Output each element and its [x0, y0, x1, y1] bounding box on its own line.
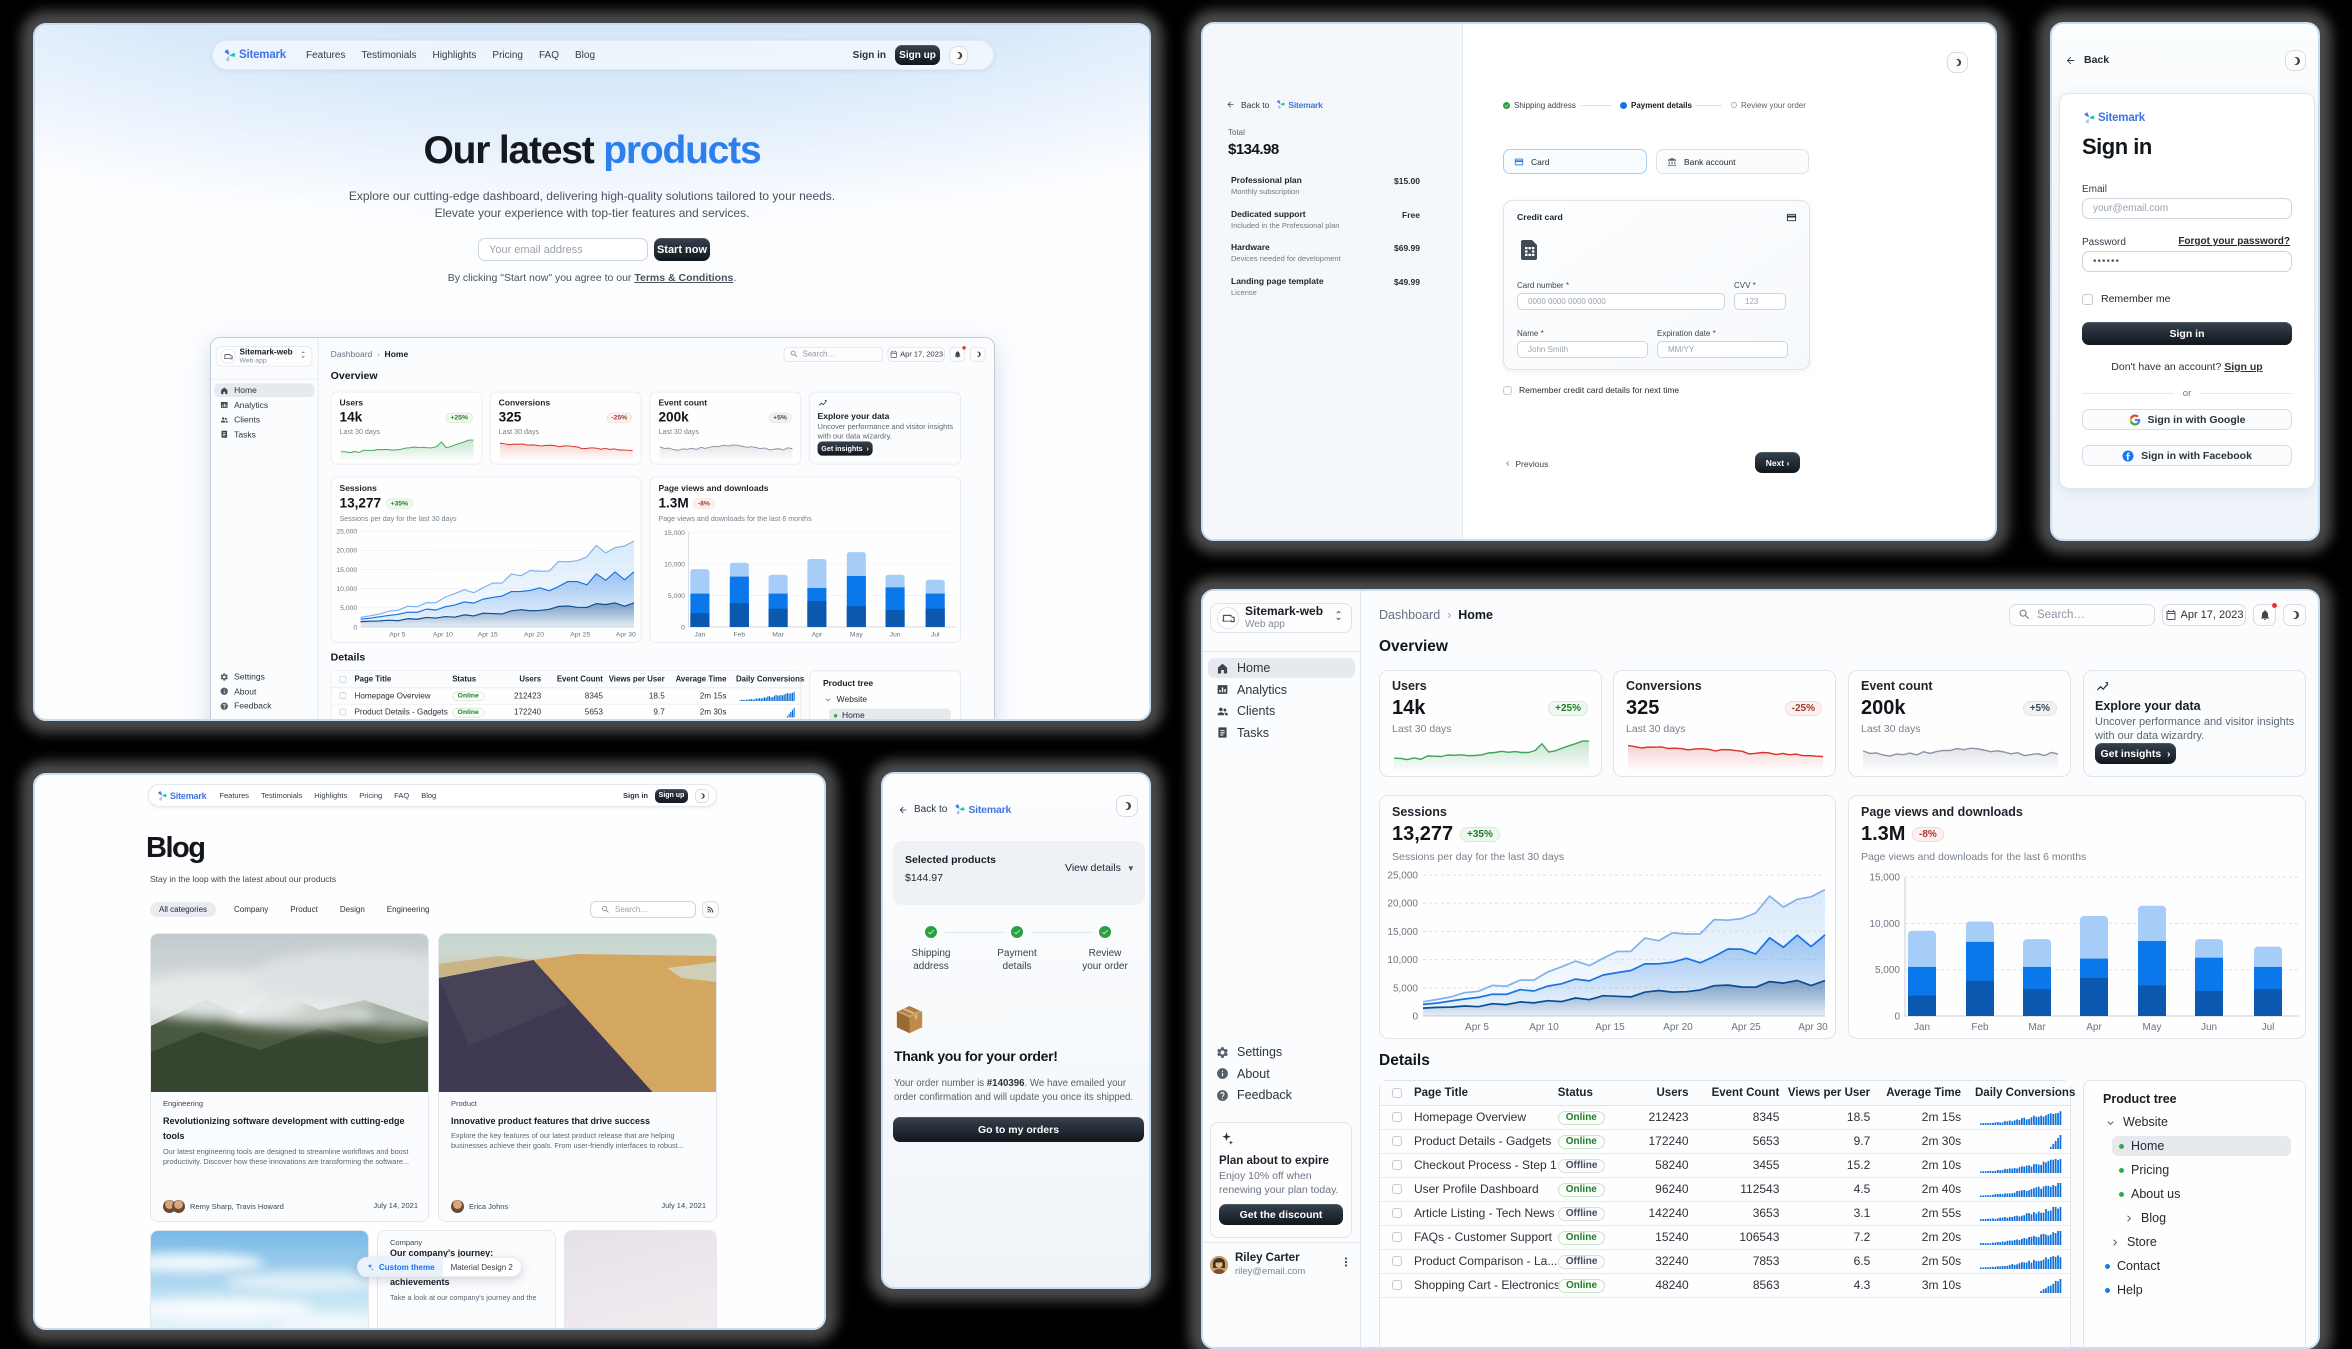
svg-text:15,000: 15,000 — [1869, 873, 1900, 884]
svg-text:15,000: 15,000 — [664, 530, 685, 537]
svg-text:0: 0 — [681, 624, 685, 631]
svg-text:Mar: Mar — [2028, 1022, 2046, 1033]
svg-text:Apr 10: Apr 10 — [433, 632, 453, 639]
svg-text:Jan: Jan — [1914, 1022, 1930, 1033]
svg-text:0: 0 — [353, 624, 357, 631]
svg-text:15,000: 15,000 — [1387, 927, 1418, 938]
svg-text:Apr: Apr — [812, 632, 823, 639]
svg-text:20,000: 20,000 — [336, 548, 357, 555]
svg-text:Jul: Jul — [931, 632, 940, 639]
svg-text:Apr: Apr — [2086, 1022, 2102, 1033]
svg-text:25,000: 25,000 — [1387, 871, 1418, 882]
svg-text:5,000: 5,000 — [1393, 983, 1418, 994]
svg-text:15,000: 15,000 — [336, 567, 357, 574]
svg-text:Feb: Feb — [1971, 1022, 1989, 1033]
svg-text:Apr 5: Apr 5 — [1465, 1022, 1489, 1033]
svg-text:May: May — [850, 632, 863, 639]
svg-text:Apr 30: Apr 30 — [1798, 1022, 1828, 1033]
svg-text:Apr 15: Apr 15 — [478, 632, 498, 639]
svg-text:10,000: 10,000 — [336, 586, 357, 593]
svg-text:Apr 20: Apr 20 — [524, 632, 544, 639]
svg-text:Jun: Jun — [890, 632, 901, 639]
svg-text:5,000: 5,000 — [668, 593, 685, 600]
svg-text:Apr 25: Apr 25 — [570, 632, 590, 639]
svg-text:10,000: 10,000 — [664, 561, 685, 568]
svg-text:Mar: Mar — [772, 632, 784, 639]
svg-text:Jan: Jan — [694, 632, 705, 639]
svg-text:10,000: 10,000 — [1869, 919, 1900, 930]
svg-text:May: May — [2143, 1022, 2162, 1033]
svg-text:Apr 5: Apr 5 — [389, 632, 405, 639]
svg-text:5,000: 5,000 — [1875, 965, 1900, 976]
svg-text:0: 0 — [1894, 1012, 1900, 1023]
svg-text:Apr 25: Apr 25 — [1731, 1022, 1761, 1033]
svg-text:10,000: 10,000 — [1387, 955, 1418, 966]
svg-text:Apr 10: Apr 10 — [1529, 1022, 1559, 1033]
svg-text:Apr 20: Apr 20 — [1663, 1022, 1693, 1033]
svg-text:25,000: 25,000 — [336, 529, 357, 536]
svg-text:0: 0 — [1412, 1012, 1418, 1023]
svg-text:Jun: Jun — [2201, 1022, 2217, 1033]
svg-text:20,000: 20,000 — [1387, 899, 1418, 910]
svg-text:Apr 30: Apr 30 — [616, 632, 636, 639]
svg-text:5,000: 5,000 — [340, 605, 357, 612]
svg-text:Jul: Jul — [2262, 1022, 2275, 1033]
svg-text:Apr 15: Apr 15 — [1595, 1022, 1625, 1033]
svg-text:Feb: Feb — [734, 632, 746, 639]
